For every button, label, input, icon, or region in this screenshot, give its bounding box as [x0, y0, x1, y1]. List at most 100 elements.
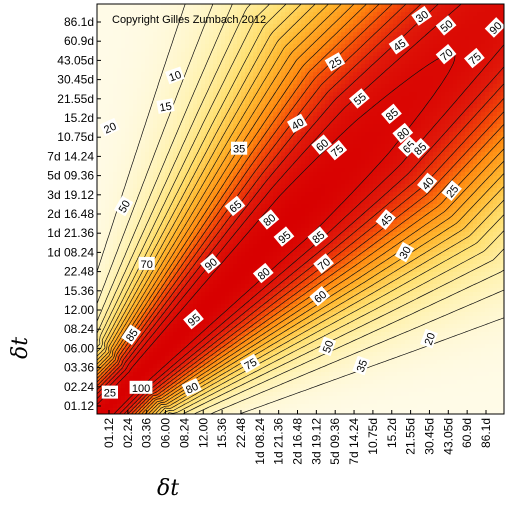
heatmap-cell — [153, 184, 158, 189]
heatmap-cell — [349, 48, 354, 53]
heatmap-cell — [377, 48, 382, 53]
heatmap-cell — [381, 48, 386, 53]
heatmap-cell — [369, 172, 374, 177]
heatmap-cell — [345, 112, 350, 117]
heatmap-cell — [341, 184, 346, 189]
heatmap-cell — [205, 164, 210, 169]
heatmap-cell — [165, 148, 170, 153]
heatmap-cell — [237, 112, 242, 117]
heatmap-cell — [457, 20, 462, 25]
heatmap-cell — [429, 140, 434, 145]
heatmap-cell — [377, 60, 382, 65]
heatmap-cell — [213, 84, 218, 89]
heatmap-cell — [385, 176, 390, 181]
heatmap-cell — [297, 20, 302, 25]
heatmap-cell — [161, 84, 166, 89]
heatmap-cell — [477, 140, 482, 145]
heatmap-cell — [441, 84, 446, 89]
heatmap-cell — [437, 188, 442, 193]
heatmap-cell — [477, 20, 482, 25]
heatmap-cell — [361, 76, 366, 81]
heatmap-cell — [461, 120, 466, 125]
heatmap-cell — [273, 140, 278, 145]
heatmap-cell — [425, 160, 430, 165]
heatmap-cell — [285, 4, 290, 9]
heatmap-cell — [313, 148, 318, 153]
heatmap-cell — [137, 28, 142, 33]
heatmap-cell — [365, 56, 370, 61]
heatmap-cell — [285, 52, 290, 57]
heatmap-cell — [409, 100, 414, 105]
heatmap-cell — [409, 44, 414, 49]
heatmap-cell — [197, 80, 202, 85]
heatmap-cell — [477, 196, 482, 201]
heatmap-cell — [321, 132, 326, 137]
heatmap-cell — [301, 36, 306, 41]
heatmap-cell — [217, 40, 222, 45]
heatmap-cell — [217, 12, 222, 17]
heatmap-cell — [393, 28, 398, 33]
heatmap-cell — [497, 60, 502, 65]
heatmap-cell — [181, 36, 186, 41]
heatmap-cell — [501, 152, 504, 157]
heatmap-cell — [473, 148, 478, 153]
heatmap-cell — [329, 4, 334, 9]
heatmap-cell — [241, 120, 246, 125]
heatmap-cell — [105, 188, 110, 193]
heatmap-cell — [169, 180, 174, 185]
heatmap-cell — [341, 4, 346, 9]
heatmap-cell — [177, 180, 182, 185]
heatmap-cell — [129, 116, 134, 121]
heatmap-cell — [409, 36, 414, 41]
heatmap-cell — [269, 4, 274, 9]
heatmap-cell — [245, 144, 250, 149]
heatmap-cell — [421, 164, 426, 169]
heatmap-cell — [253, 72, 258, 77]
heatmap-cell — [141, 176, 146, 181]
heatmap-cell — [501, 132, 504, 137]
heatmap-cell — [269, 64, 274, 69]
heatmap-cell — [157, 120, 162, 125]
heatmap-cell — [365, 144, 370, 149]
heatmap-cell — [353, 192, 358, 197]
heatmap-cell — [133, 168, 138, 173]
heatmap-cell — [161, 172, 166, 177]
heatmap-cell — [121, 92, 126, 97]
heatmap-cell — [165, 28, 170, 33]
heatmap-cell — [261, 192, 266, 197]
heatmap-cell — [309, 128, 314, 133]
heatmap-cell — [297, 16, 302, 21]
heatmap-cell — [241, 128, 246, 133]
heatmap-cell — [261, 104, 266, 109]
heatmap-cell — [165, 120, 170, 125]
heatmap-cell — [117, 68, 122, 73]
heatmap-cell — [217, 48, 222, 53]
heatmap-cell — [321, 28, 326, 33]
heatmap-cell — [265, 48, 270, 53]
heatmap-cell — [309, 44, 314, 49]
heatmap-cell — [373, 100, 378, 105]
heatmap-cell — [405, 28, 410, 33]
heatmap-cell — [313, 128, 318, 133]
heatmap-cell — [337, 80, 342, 85]
heatmap-cell — [201, 184, 206, 189]
heatmap-cell — [149, 32, 154, 37]
heatmap-cell — [105, 136, 110, 141]
heatmap-cell — [193, 132, 198, 137]
heatmap-cell — [181, 32, 186, 37]
heatmap-cell — [429, 24, 434, 29]
heatmap-cell — [313, 168, 318, 173]
heatmap-cell — [365, 180, 370, 185]
heatmap-cell — [205, 20, 210, 25]
heatmap-cell — [437, 8, 442, 13]
heatmap-cell — [377, 184, 382, 189]
heatmap-cell — [301, 140, 306, 145]
heatmap-cell — [281, 148, 286, 153]
heatmap-cell — [473, 136, 478, 141]
heatmap-cell — [125, 8, 130, 13]
heatmap-cell — [253, 100, 258, 105]
heatmap-cell — [121, 180, 126, 185]
heatmap-cell — [189, 116, 194, 121]
heatmap-cell — [193, 180, 198, 185]
heatmap-cell — [405, 116, 410, 121]
